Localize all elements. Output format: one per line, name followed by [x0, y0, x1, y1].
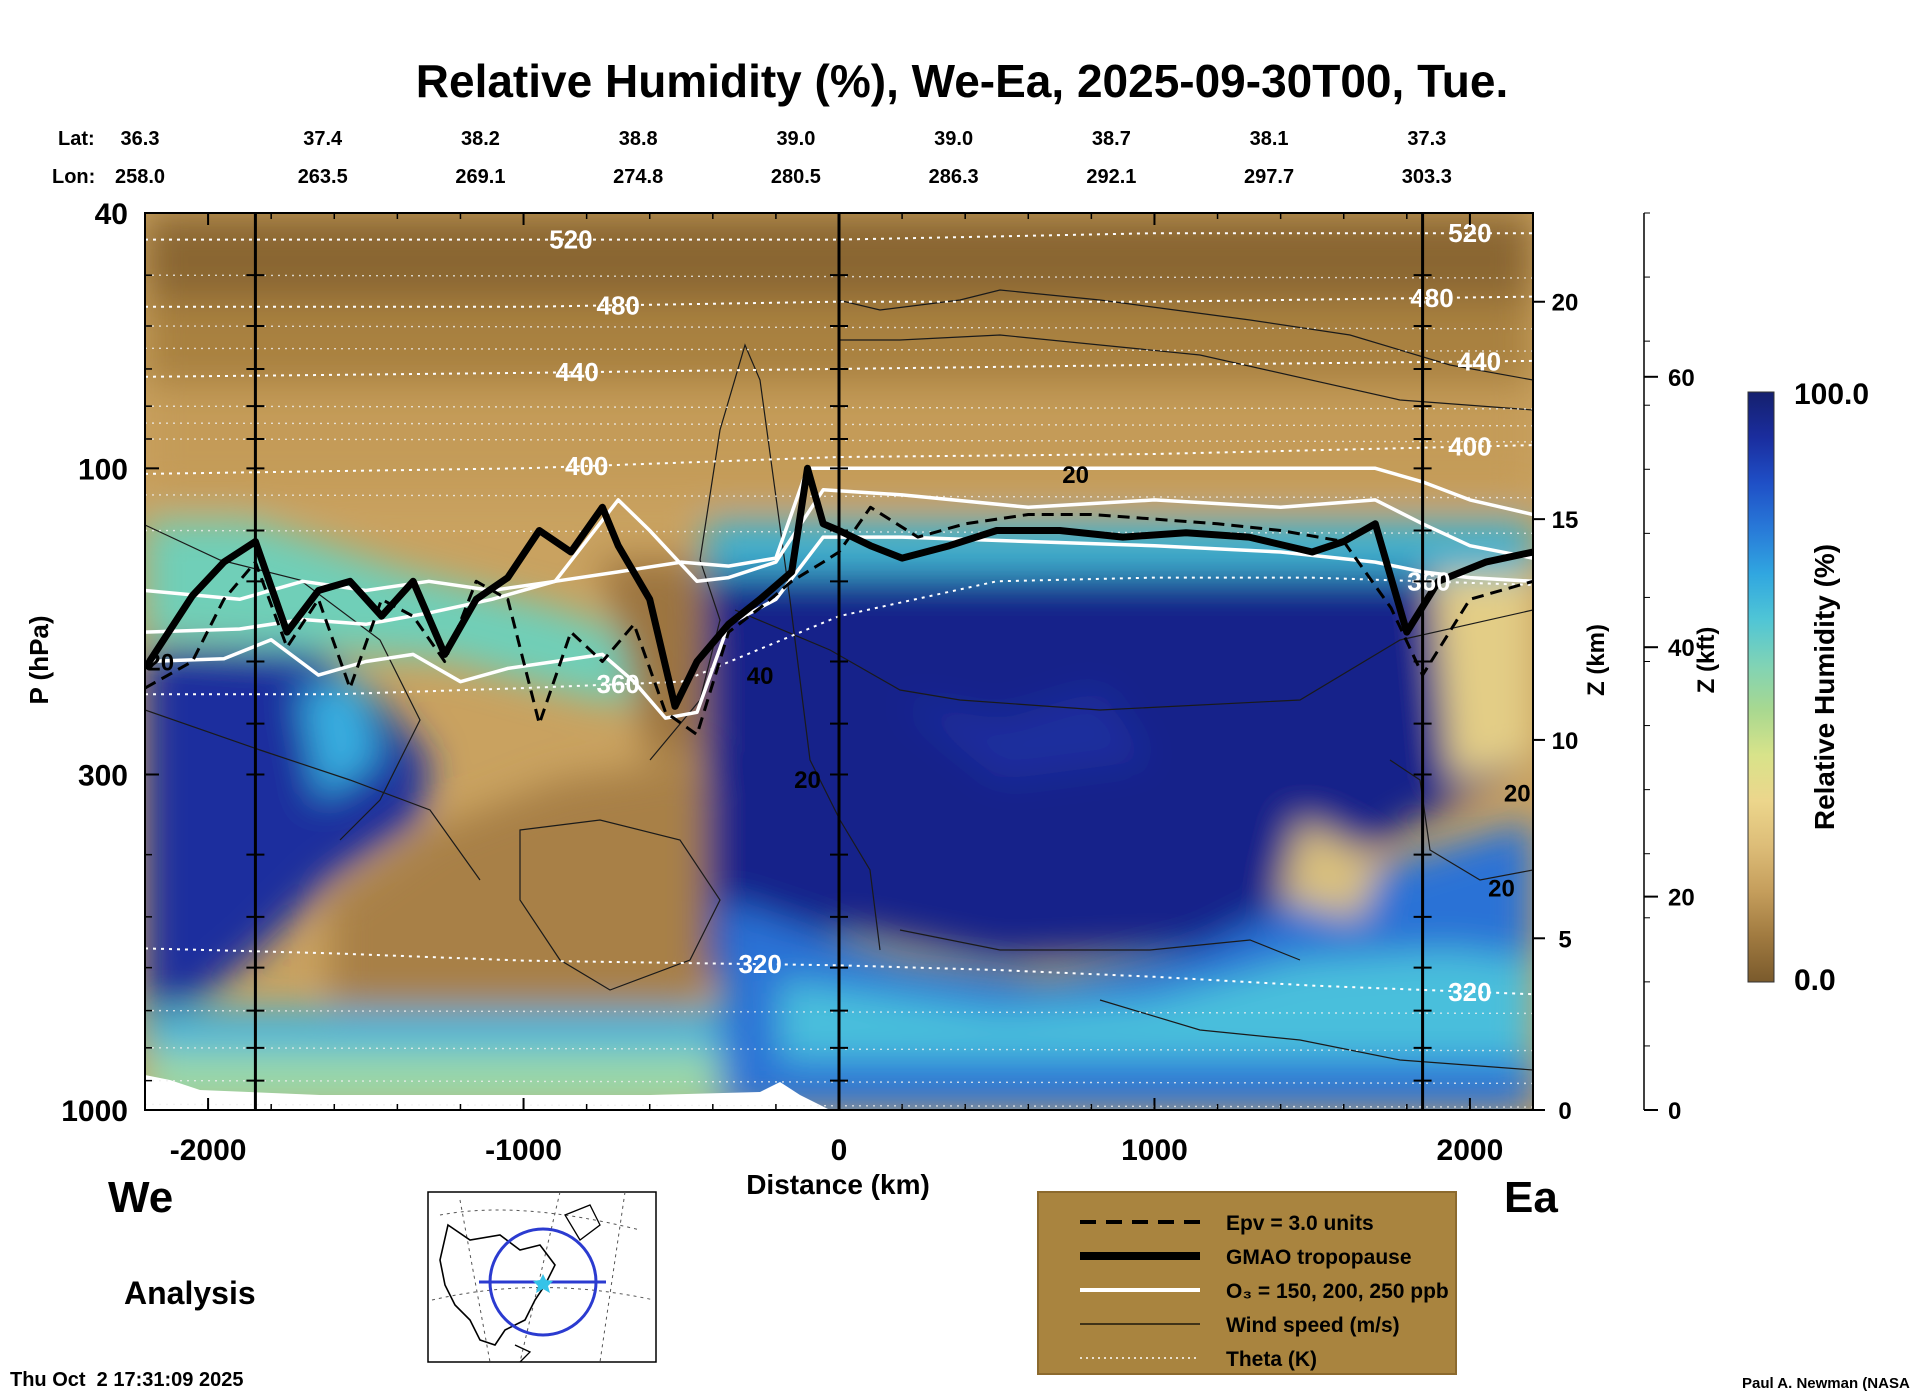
theta-label: 440	[555, 357, 598, 387]
z-kft-tick-label: 20	[1668, 885, 1695, 912]
theta-label: 520	[549, 225, 592, 255]
colorbar-max-label: 100.0	[1794, 378, 1869, 411]
lon-value: 274.8	[613, 166, 663, 188]
z-km-tick-label: 5	[1558, 926, 1571, 953]
lon-value: 286.3	[929, 166, 979, 188]
lon-value: 258.0	[115, 166, 165, 188]
wind-speed-contour	[519, 819, 721, 991]
east-label: Ea	[1504, 1173, 1558, 1222]
lon-value: 280.5	[771, 166, 821, 188]
chart-title: Relative Humidity (%), We-Ea, 2025-09-30…	[416, 55, 1508, 107]
colorbar-label: Relative Humidity (%)	[1809, 544, 1840, 830]
theta-label: 440	[1458, 346, 1501, 376]
z-km-tick-label: 15	[1552, 507, 1579, 534]
timestamp: Thu Oct 2 17:31:09 2025	[10, 1369, 243, 1391]
theta-label: 400	[565, 451, 608, 481]
lon-value: 303.3	[1402, 166, 1452, 188]
z-km-tick-label: 0	[1558, 1098, 1571, 1125]
wind-speed-contour	[837, 289, 1533, 381]
lon-value: 269.1	[455, 166, 505, 188]
lon-value: 292.1	[1086, 166, 1136, 188]
y-tick-label: 100	[78, 453, 128, 486]
theta-label: 480	[1410, 283, 1453, 313]
credit: Paul A. Newman (NASA	[1742, 1375, 1910, 1392]
x-tick-label: -1000	[485, 1134, 562, 1167]
wind-speed-contour	[734, 609, 1533, 711]
y-tick-label: 300	[78, 759, 128, 792]
wind-speed-contour	[145, 524, 421, 841]
wind-speed-contour	[145, 709, 481, 881]
z-kft-tick-label: 40	[1668, 635, 1695, 662]
x-tick-label: 1000	[1121, 1134, 1188, 1167]
lat-lon-row: 36.3 258.0 37.4 263.5 38.2 269.1 38.8 274.8 39.0…	[115, 128, 1452, 188]
tropopause-line	[145, 464, 1533, 710]
y-axis-label: P (hPa)	[24, 615, 54, 704]
legend-label: O₃ = 150, 200, 250 ppb	[1226, 1280, 1449, 1303]
z-km-tick-label: 10	[1552, 728, 1579, 755]
lat-value: 36.3	[121, 128, 160, 150]
theta-label: 320	[1448, 977, 1491, 1007]
z-kft-tick-label: 60	[1668, 365, 1695, 392]
ozone-contour	[145, 488, 1533, 634]
lat-value: 38.2	[461, 128, 500, 150]
wind-speed-label: 20	[794, 767, 821, 794]
ozone-contour	[145, 466, 1533, 602]
x-tick-label: -2000	[170, 1134, 247, 1167]
analysis-label: Analysis	[124, 1275, 256, 1311]
legend-label: Epv = 3.0 units	[1226, 1212, 1374, 1235]
lat-value: 37.3	[1407, 128, 1446, 150]
theta-label: 400	[1448, 432, 1491, 462]
colorbar-min-label: 0.0	[1794, 964, 1836, 997]
z-kft-label: Z (kft)	[1693, 627, 1720, 694]
lon-label: Lon:	[52, 166, 95, 188]
wind-speed-contour	[1389, 759, 1533, 881]
legend: Epv = 3.0 units GMAO tropopause O₃ = 150, …	[1080, 1212, 1449, 1371]
lat-value: 38.1	[1250, 128, 1289, 150]
lat-label: Lat:	[58, 128, 95, 150]
colorbar	[1747, 391, 1775, 983]
y-tick-label: 1000	[61, 1095, 128, 1128]
epv-line	[145, 505, 1533, 737]
z-km-tick-label: 20	[1552, 290, 1579, 317]
lat-value: 39.0	[776, 128, 815, 150]
axes: -2000 -1000 0 1000 2000 40 100 300 1000 0 5 10 15 20 0…	[61, 198, 1694, 1167]
wind-speed-label: 20	[1062, 462, 1089, 489]
wind-speed-label: 20	[147, 650, 174, 677]
wind-speed-label: 20	[1504, 780, 1531, 807]
legend-label: Wind speed (m/s)	[1226, 1314, 1400, 1337]
legend-label: GMAO tropopause	[1226, 1246, 1412, 1269]
wind-speed-label: 20	[1488, 875, 1515, 902]
lat-value: 38.8	[619, 128, 658, 150]
lat-value: 37.4	[303, 128, 343, 150]
x-tick-label: 2000	[1437, 1134, 1504, 1167]
inset-map	[427, 1191, 657, 1363]
x-tick-label: 0	[831, 1134, 848, 1167]
y-tick-label: 40	[95, 198, 128, 231]
wind-speed-label: 40	[747, 663, 774, 690]
x-axis-label: Distance (km)	[746, 1169, 930, 1200]
wind-speed-contour	[899, 929, 1301, 961]
theta-label: 480	[596, 290, 639, 320]
lon-value: 263.5	[298, 166, 348, 188]
theta-label: 360	[596, 669, 639, 699]
lat-value: 38.7	[1092, 128, 1131, 150]
legend-label: Theta (K)	[1226, 1348, 1317, 1371]
west-label: We	[108, 1173, 173, 1222]
lon-value: 297.7	[1244, 166, 1294, 188]
theta-label: 320	[738, 949, 781, 979]
z-km-label: Z (km)	[1583, 624, 1610, 696]
wind-speed-contour	[1099, 999, 1533, 1071]
lat-value: 39.0	[934, 128, 973, 150]
z-kft-tick-label: 0	[1668, 1098, 1681, 1125]
